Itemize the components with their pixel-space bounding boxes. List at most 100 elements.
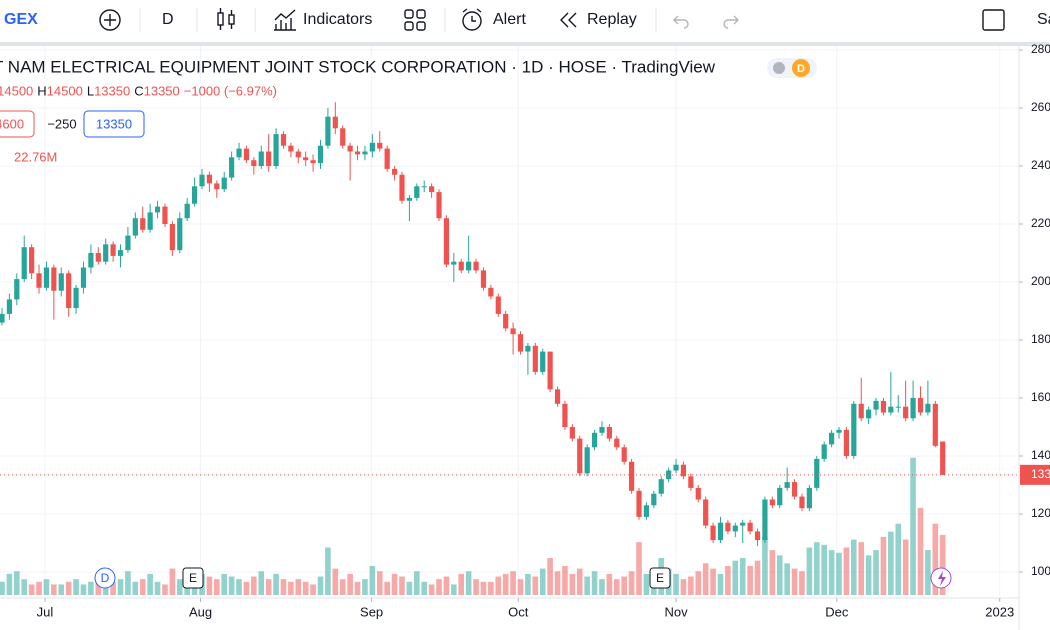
volume-bar bbox=[376, 571, 383, 595]
undo-button[interactable] bbox=[673, 15, 689, 29]
volume-bar bbox=[369, 565, 376, 595]
volume-bar bbox=[591, 571, 598, 595]
interval[interactable]: D bbox=[162, 11, 174, 28]
legend-key: C bbox=[134, 83, 143, 98]
plot bbox=[0, 102, 1019, 595]
volume-bar bbox=[725, 565, 731, 595]
candle-body bbox=[451, 261, 457, 265]
candle-body bbox=[66, 273, 72, 309]
indicators-icon[interactable] bbox=[274, 9, 296, 31]
candle-body bbox=[703, 499, 709, 526]
candle-body bbox=[29, 247, 35, 274]
candle-body bbox=[110, 244, 116, 256]
price-box[interactable] bbox=[0, 110, 35, 138]
legend-value: 14500 bbox=[47, 83, 83, 98]
price-box[interactable] bbox=[83, 110, 145, 138]
volume-bar bbox=[858, 542, 865, 595]
chart-type-button[interactable] bbox=[217, 8, 235, 30]
x-tick-label: Jul bbox=[37, 604, 54, 619]
volume-bar bbox=[613, 579, 620, 595]
x-tick-label: 2023 bbox=[985, 604, 1014, 619]
legend: T NAM ELECTRICAL EQUIPMENT JOINT STOCK C… bbox=[0, 57, 952, 589]
replay-button[interactable]: Replay bbox=[587, 11, 637, 28]
candle-body bbox=[599, 427, 605, 433]
candle-body bbox=[43, 267, 50, 288]
fullscreen-button[interactable] bbox=[982, 9, 1005, 31]
candle-body bbox=[414, 186, 420, 198]
candle-body bbox=[377, 142, 383, 149]
volume-bar bbox=[125, 571, 131, 595]
candle-body bbox=[673, 464, 679, 471]
y-tick-label: 12000 bbox=[1031, 506, 1050, 520]
candle-body bbox=[288, 145, 294, 152]
volume-bar bbox=[0, 581, 5, 595]
volume-bar bbox=[43, 579, 50, 595]
candle-body bbox=[836, 429, 842, 433]
volume-bar bbox=[88, 581, 94, 595]
event-marker[interactable] bbox=[649, 567, 671, 589]
event-marker[interactable] bbox=[182, 567, 204, 589]
candle-body bbox=[103, 244, 109, 262]
volume-bar bbox=[917, 507, 924, 595]
layouts-button[interactable] bbox=[404, 9, 426, 31]
volume-bar bbox=[310, 584, 316, 595]
event-marker[interactable] bbox=[94, 567, 116, 589]
replay-icon[interactable] bbox=[560, 12, 577, 28]
x-tick-label: Nov bbox=[664, 604, 688, 619]
volume-bar bbox=[391, 573, 398, 595]
redo-button[interactable] bbox=[723, 15, 739, 29]
candle-body bbox=[243, 148, 250, 161]
candle-body bbox=[762, 499, 768, 541]
candle-body bbox=[517, 334, 524, 352]
volume-bar bbox=[406, 581, 413, 595]
volume-bar bbox=[58, 584, 65, 595]
grid bbox=[0, 46, 1019, 598]
volume-bar bbox=[547, 558, 553, 595]
chart-title: T NAM ELECTRICAL EQUIPMENT JOINT STOCK C… bbox=[0, 57, 716, 76]
volume-bar bbox=[28, 584, 35, 595]
volume-bar bbox=[525, 573, 531, 595]
volume-bar bbox=[517, 579, 524, 595]
candle-body bbox=[732, 525, 738, 532]
candle-body bbox=[184, 203, 190, 219]
symbol[interactable]: GEX bbox=[4, 11, 38, 28]
indicators-button[interactable]: Indicators bbox=[303, 11, 372, 28]
candle-body bbox=[769, 499, 775, 506]
candle-body bbox=[162, 206, 168, 224]
candle-body bbox=[443, 218, 450, 265]
volume-bar bbox=[21, 579, 28, 595]
compare-button[interactable] bbox=[99, 9, 121, 31]
price-box-label[interactable]: 14600 bbox=[0, 116, 24, 131]
volume-bar bbox=[621, 576, 627, 595]
candle-body bbox=[458, 261, 464, 271]
candle-body bbox=[429, 186, 435, 193]
candle-body bbox=[710, 525, 716, 541]
candle-body bbox=[154, 206, 161, 213]
save-button[interactable]: Sa bbox=[1037, 11, 1050, 28]
candle-body bbox=[584, 447, 590, 474]
candle-body bbox=[717, 522, 724, 541]
volume-bar bbox=[806, 547, 813, 595]
candle-body bbox=[21, 247, 27, 280]
volume-bar bbox=[739, 558, 746, 595]
candle-body bbox=[80, 267, 87, 288]
volume-bar bbox=[843, 547, 850, 595]
candle-body bbox=[317, 145, 324, 164]
volume-bar bbox=[65, 581, 72, 595]
volume-bar bbox=[162, 584, 168, 595]
candle-body bbox=[843, 429, 850, 456]
candle-body bbox=[58, 273, 64, 291]
volume-bar bbox=[236, 579, 242, 595]
price-box-label[interactable]: 13350 bbox=[96, 116, 132, 131]
candle-body bbox=[295, 151, 301, 158]
volume-bar bbox=[576, 568, 583, 595]
alert-icon[interactable] bbox=[462, 8, 482, 31]
alert-button[interactable]: Alert bbox=[493, 11, 526, 28]
candle-body bbox=[325, 116, 331, 146]
candle-body bbox=[917, 398, 924, 413]
candle-body bbox=[466, 261, 472, 271]
candle-body bbox=[636, 490, 642, 517]
candle-body bbox=[488, 287, 494, 297]
event-label: E bbox=[656, 571, 664, 585]
